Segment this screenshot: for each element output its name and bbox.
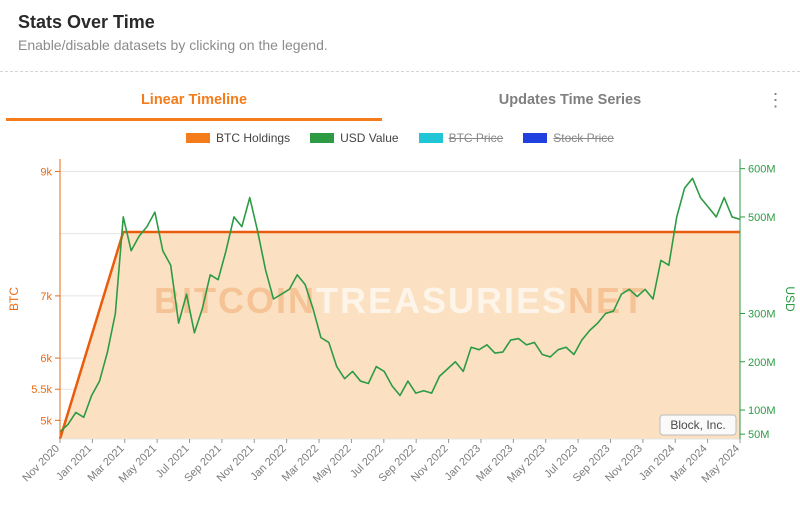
legend-label: Stock Price	[553, 131, 614, 145]
svg-text:6k: 6k	[40, 353, 52, 365]
chart: BITCOINTREASURIESNET 5k 5.5k 6k 7k 9k BTC 50M 10…	[0, 149, 800, 529]
page-subtitle: Enable/disable datasets by clicking on t…	[18, 37, 782, 53]
swatch-stock-price	[523, 133, 547, 143]
more-menu-icon[interactable]: ⋮	[758, 90, 794, 111]
svg-text:9k: 9k	[40, 166, 52, 178]
tab-linear-timeline[interactable]: Linear Timeline	[6, 80, 382, 121]
legend-label: BTC Price	[449, 131, 504, 145]
svg-text:5.5k: 5.5k	[31, 384, 52, 396]
legend-btc-holdings[interactable]: BTC Holdings	[186, 131, 290, 145]
svg-text:BITCOINTREASURIESNET: BITCOINTREASURIESNET	[154, 280, 646, 321]
svg-text:USD: USD	[783, 286, 797, 312]
legend-stock-price[interactable]: Stock Price	[523, 131, 614, 145]
legend-btc-price[interactable]: BTC Price	[419, 131, 504, 145]
svg-text:7k: 7k	[40, 291, 52, 303]
svg-text:500M: 500M	[748, 212, 776, 224]
svg-text:BTC: BTC	[7, 287, 21, 311]
legend-label: USD Value	[340, 131, 398, 145]
svg-text:5k: 5k	[40, 415, 52, 427]
svg-text:Nov 2020: Nov 2020	[20, 443, 62, 485]
svg-text:100M: 100M	[748, 405, 776, 417]
divider	[0, 71, 800, 72]
svg-text:50M: 50M	[748, 429, 769, 441]
page-title: Stats Over Time	[18, 12, 782, 33]
swatch-usd-value	[310, 133, 334, 143]
svg-text:600M: 600M	[748, 164, 776, 176]
legend-usd-value[interactable]: USD Value	[310, 131, 398, 145]
svg-text:300M: 300M	[748, 308, 776, 320]
tab-updates-time-series[interactable]: Updates Time Series	[382, 80, 758, 121]
svg-text:200M: 200M	[748, 357, 776, 369]
legend-label: BTC Holdings	[216, 131, 290, 145]
swatch-btc-holdings	[186, 133, 210, 143]
swatch-btc-price	[419, 133, 443, 143]
svg-text:Block, Inc.: Block, Inc.	[670, 418, 725, 432]
chart-legend: BTC Holdings USD Value BTC Price Stock P…	[0, 121, 800, 149]
